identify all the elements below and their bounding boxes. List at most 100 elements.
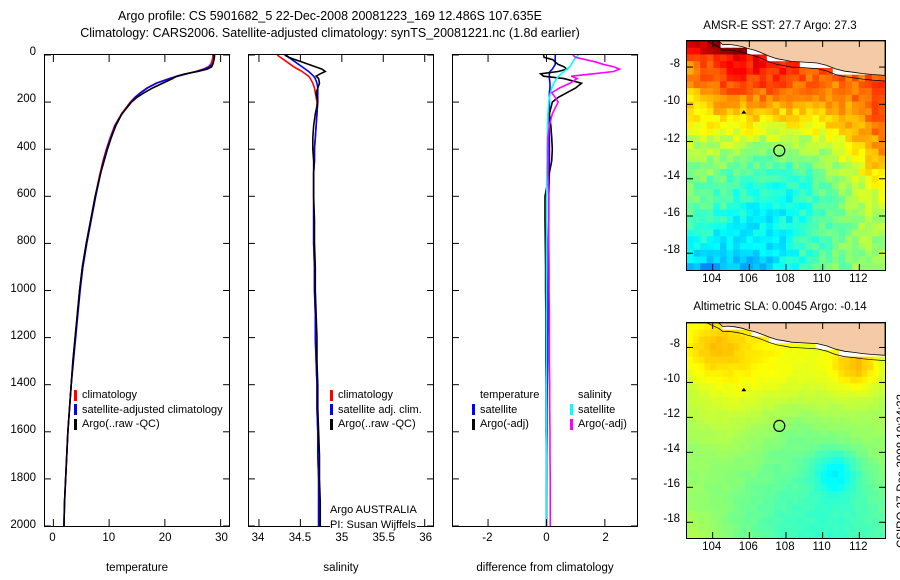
map-data-cell	[850, 423, 857, 432]
map-data-cell	[756, 356, 764, 364]
map-data-cell	[820, 410, 828, 418]
map-data-cell	[739, 457, 746, 465]
map-data-cell	[698, 329, 706, 338]
map-data-cell	[815, 423, 822, 432]
map-data-cell	[713, 67, 721, 76]
salinity-profile-panel[interactable]	[248, 54, 434, 527]
map-data-cell	[704, 370, 711, 378]
map-data-cell	[792, 81, 800, 89]
map-data-cell	[879, 450, 885, 458]
map-data-cell	[774, 504, 781, 512]
map-data-cell	[733, 457, 741, 465]
map-data-cell	[720, 202, 728, 210]
map-data-cell	[700, 182, 708, 190]
map-data-cell	[797, 370, 805, 378]
map-data-cell	[727, 430, 735, 438]
map-data-cell	[751, 524, 758, 532]
difference-legend-temperature: temperature satellite Argo(-adj)	[472, 388, 540, 432]
map-data-cell	[865, 182, 873, 190]
map-data-cell	[733, 497, 741, 506]
sst-map[interactable]	[686, 40, 886, 271]
map-data-cell	[845, 243, 853, 251]
map-data-cell	[873, 464, 880, 472]
depth-tick-label: 1800	[10, 471, 36, 484]
map-data-cell	[687, 162, 695, 170]
difference-profile-panel[interactable]	[452, 54, 638, 527]
map-data-cell	[762, 497, 770, 506]
argo-float-position-marker[interactable]	[773, 419, 786, 433]
map-data-cell	[780, 363, 787, 371]
map-data-cell	[753, 249, 761, 258]
map-data-cell	[733, 67, 741, 76]
map-data-cell	[873, 423, 880, 432]
map-data-cell	[878, 115, 885, 123]
map-data-cell	[739, 497, 746, 506]
map-data-cell	[797, 464, 805, 472]
map-data-cell	[700, 67, 708, 76]
map-data-cell	[768, 511, 775, 519]
map-data-cell	[733, 517, 741, 526]
map-data-cell	[850, 470, 857, 479]
map-data-cell	[687, 383, 694, 391]
sla-map[interactable]	[686, 322, 886, 539]
map-data-cell	[726, 195, 734, 204]
map-data-cell	[812, 88, 820, 96]
map-data-cell	[852, 135, 860, 143]
map-data-cell	[791, 343, 799, 351]
map-data-cell	[878, 263, 885, 270]
map-data-cell	[819, 256, 827, 264]
map-data-cell	[838, 249, 846, 258]
map-data-cell	[721, 376, 729, 385]
map-data-cell	[867, 396, 874, 405]
map-data-cell	[855, 484, 863, 492]
map-data-cell	[774, 450, 781, 458]
map-data-cell	[693, 155, 701, 163]
map-data-cell	[753, 195, 761, 204]
map-data-cell	[786, 497, 793, 506]
map-data-cell	[726, 54, 734, 62]
map-data-cell	[713, 216, 721, 224]
map-data-cell	[879, 457, 885, 465]
map-data-cell	[832, 370, 840, 378]
map-data-cell	[805, 236, 813, 244]
map-data-cell	[803, 343, 810, 351]
map-data-cell	[855, 430, 863, 438]
map-data-cell	[852, 168, 860, 177]
map-data-cell	[762, 524, 770, 532]
map-data-cell	[845, 195, 853, 204]
map-data-cell	[772, 162, 780, 170]
map-data-cell	[871, 168, 879, 177]
map-data-cell	[706, 168, 714, 177]
map-data-cell	[700, 81, 708, 89]
temperature-profile-panel[interactable]	[44, 54, 230, 527]
map-data-cell	[780, 531, 787, 538]
map-data-cell	[832, 430, 840, 438]
map-data-cell	[766, 182, 774, 190]
map-data-cell	[779, 243, 787, 251]
map-data-cell	[713, 155, 721, 163]
map-data-cell	[832, 457, 840, 465]
argo-float-position-marker[interactable]	[773, 144, 786, 157]
map-data-cell	[850, 484, 857, 492]
map-data-cell	[855, 356, 863, 364]
map-data-cell	[832, 162, 840, 170]
map-data-cell	[799, 121, 807, 130]
map-data-cell	[726, 115, 734, 123]
map-data-cell	[759, 155, 767, 163]
map-data-cell	[780, 457, 787, 465]
map-data-cell	[687, 457, 694, 465]
map-data-cell	[820, 376, 828, 385]
map-data-cell	[759, 168, 767, 177]
map-data-cell	[698, 511, 706, 519]
map-data-cell	[692, 497, 700, 506]
map-data-cell	[762, 376, 770, 385]
map-data-cell	[809, 524, 816, 532]
map-data-cell	[768, 430, 775, 438]
coastline	[705, 41, 885, 82]
map-data-cell	[791, 484, 799, 492]
map-data-cell	[768, 349, 775, 358]
map-data-cell	[692, 477, 700, 485]
map-data-cell	[704, 336, 711, 344]
map-data-cell	[838, 101, 846, 109]
map-data-cell	[700, 61, 708, 69]
